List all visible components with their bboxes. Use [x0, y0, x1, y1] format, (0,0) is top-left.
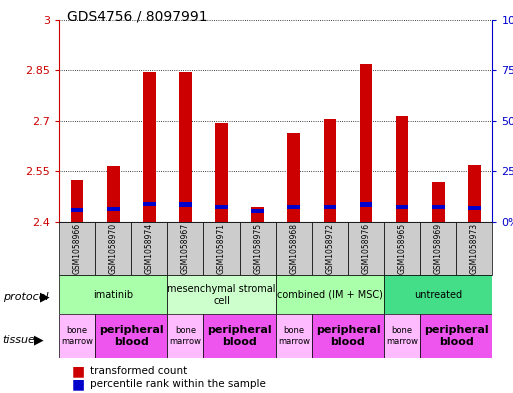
Bar [396, 205, 408, 209]
Text: GSM1058974: GSM1058974 [145, 223, 154, 274]
Text: GSM1058968: GSM1058968 [289, 223, 298, 274]
Bar [396, 116, 408, 222]
Text: bone
marrow: bone marrow [169, 326, 202, 346]
Text: bone
marrow: bone marrow [61, 326, 93, 346]
Bar [71, 208, 84, 212]
Text: ▶: ▶ [40, 290, 50, 303]
Bar [71, 180, 84, 222]
FancyBboxPatch shape [167, 222, 204, 275]
Text: combined (IM + MSC): combined (IM + MSC) [277, 290, 383, 300]
Text: percentile rank within the sample: percentile rank within the sample [90, 379, 266, 389]
Text: peripheral
blood: peripheral blood [207, 325, 272, 347]
Text: imatinib: imatinib [93, 290, 133, 300]
Text: GDS4756 / 8097991: GDS4756 / 8097991 [67, 10, 207, 24]
Text: GSM1058971: GSM1058971 [217, 223, 226, 274]
FancyBboxPatch shape [167, 275, 275, 314]
FancyBboxPatch shape [59, 222, 95, 275]
Bar [468, 165, 481, 222]
Text: bone
marrow: bone marrow [278, 326, 310, 346]
Text: protocol: protocol [3, 292, 48, 302]
FancyBboxPatch shape [312, 222, 348, 275]
Text: GSM1058970: GSM1058970 [109, 223, 117, 274]
Bar [179, 72, 192, 222]
Text: ▶: ▶ [34, 333, 44, 347]
FancyBboxPatch shape [384, 222, 420, 275]
Bar [179, 202, 192, 207]
Bar [287, 205, 300, 209]
Text: peripheral
blood: peripheral blood [424, 325, 489, 347]
FancyBboxPatch shape [348, 222, 384, 275]
Bar [107, 207, 120, 211]
FancyBboxPatch shape [275, 275, 384, 314]
Bar [107, 166, 120, 222]
FancyBboxPatch shape [384, 275, 492, 314]
Text: GSM1058967: GSM1058967 [181, 223, 190, 274]
FancyBboxPatch shape [59, 314, 95, 358]
Bar [143, 72, 155, 222]
Text: transformed count: transformed count [90, 366, 187, 376]
FancyBboxPatch shape [384, 314, 420, 358]
Bar [360, 202, 372, 207]
Bar [143, 202, 155, 206]
Text: bone
marrow: bone marrow [386, 326, 418, 346]
Bar [324, 204, 336, 209]
Text: GSM1058966: GSM1058966 [72, 223, 82, 274]
Bar [468, 206, 481, 210]
Text: GSM1058972: GSM1058972 [325, 223, 334, 274]
FancyBboxPatch shape [204, 314, 275, 358]
FancyBboxPatch shape [420, 314, 492, 358]
FancyBboxPatch shape [204, 222, 240, 275]
FancyBboxPatch shape [275, 314, 312, 358]
Bar [360, 64, 372, 222]
Bar [251, 207, 264, 222]
FancyBboxPatch shape [95, 222, 131, 275]
Text: peripheral
blood: peripheral blood [99, 325, 164, 347]
Text: GSM1058976: GSM1058976 [362, 223, 370, 274]
Text: ■: ■ [72, 364, 85, 378]
FancyBboxPatch shape [312, 314, 384, 358]
Text: ■: ■ [72, 377, 85, 391]
FancyBboxPatch shape [59, 275, 167, 314]
Bar [215, 123, 228, 222]
FancyBboxPatch shape [167, 314, 204, 358]
Text: GSM1058975: GSM1058975 [253, 223, 262, 274]
FancyBboxPatch shape [457, 222, 492, 275]
Text: GSM1058973: GSM1058973 [470, 223, 479, 274]
Bar [215, 205, 228, 209]
FancyBboxPatch shape [420, 222, 457, 275]
Bar [251, 209, 264, 213]
Text: tissue: tissue [3, 335, 35, 345]
Bar [287, 133, 300, 222]
FancyBboxPatch shape [131, 222, 167, 275]
Text: untreated: untreated [414, 290, 462, 300]
FancyBboxPatch shape [95, 314, 167, 358]
Text: GSM1058965: GSM1058965 [398, 223, 407, 274]
FancyBboxPatch shape [275, 222, 312, 275]
Text: mesenchymal stromal
cell: mesenchymal stromal cell [167, 284, 276, 305]
FancyBboxPatch shape [240, 222, 275, 275]
Bar [432, 205, 445, 209]
Text: peripheral
blood: peripheral blood [315, 325, 380, 347]
Bar [324, 119, 336, 222]
Bar [432, 182, 445, 222]
Text: GSM1058969: GSM1058969 [434, 223, 443, 274]
